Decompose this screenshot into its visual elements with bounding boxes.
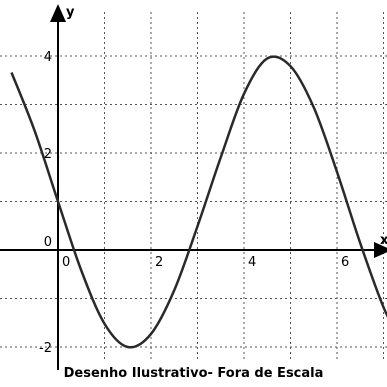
x-tick-label-0: 0 [62,255,70,270]
y-tick-label-4: 4 [44,50,52,65]
x-axis-label: x [380,233,387,248]
x-tick-label-4: 4 [248,255,256,270]
x-tick-label-6: 6 [341,255,349,270]
illustration-caption: Desenho Ilustrativo- Fora de Escala [0,366,387,381]
x-tick-label-2: 2 [155,255,163,270]
y-tick-label--2: -2 [39,341,52,356]
y-axis-label: y [66,5,75,20]
axes: yx [0,5,387,370]
y-tick-label-0: 0 [44,235,52,250]
